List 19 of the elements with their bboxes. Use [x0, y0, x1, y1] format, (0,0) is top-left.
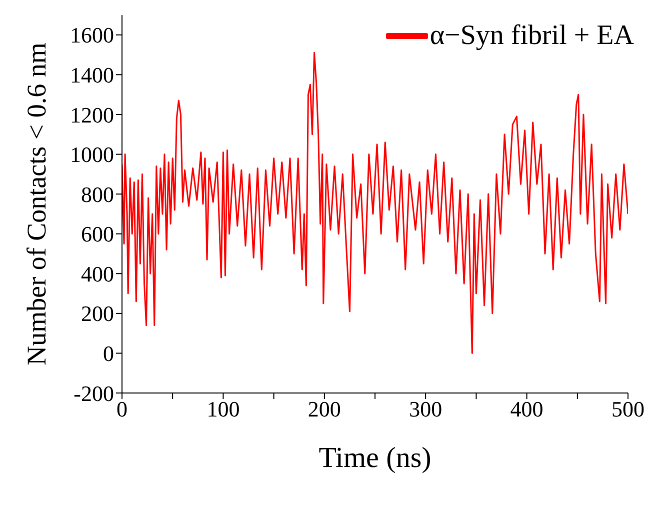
y-tick-label: 200: [81, 301, 114, 326]
x-tick-label: 200: [308, 396, 341, 422]
legend-label: α−Syn fibril + EA: [430, 20, 634, 52]
y-tick-label: 1000: [70, 142, 114, 168]
y-tick-label: 1400: [70, 62, 114, 88]
y-tick-label: 400: [81, 261, 114, 286]
x-tick-label: 500: [612, 396, 644, 422]
y-tick-label: 800: [81, 182, 114, 207]
x-tick-label: 100: [206, 396, 240, 422]
y-tick-label: 1200: [70, 102, 114, 128]
x-tick-label: 400: [510, 396, 544, 422]
y-tick-label: 1600: [70, 22, 114, 48]
y-tick-label: 0: [103, 341, 114, 366]
x-axis-title: Time (ns): [318, 442, 432, 474]
y-axis-title: Number of Contacts < 0.6 nm: [22, 42, 52, 366]
y-tick-label: 600: [81, 222, 114, 247]
x-tick-label: 300: [409, 396, 442, 422]
y-tick-label: -200: [74, 380, 114, 406]
line-series: [122, 52, 628, 354]
